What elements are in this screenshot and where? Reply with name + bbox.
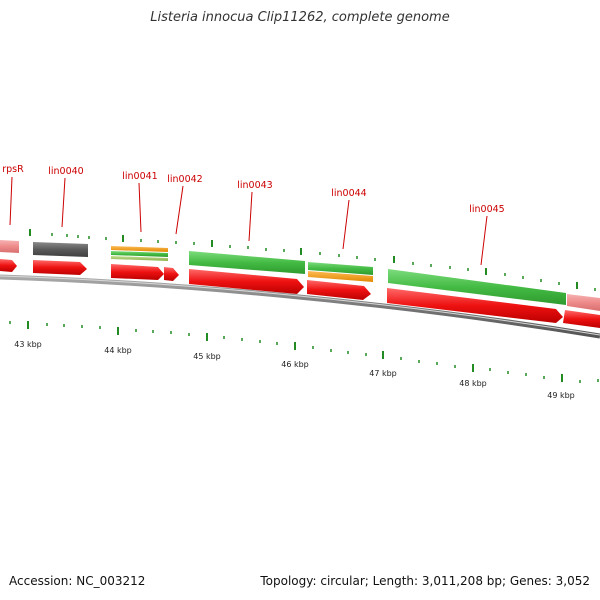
cds-track	[0, 259, 600, 328]
cds-arrow-lin0044[interactable]	[307, 280, 371, 300]
cds-arrow-lin0040[interactable]	[33, 260, 87, 275]
gene-bar-next[interactable]	[567, 294, 600, 311]
scale-label-44kbp: 44 kbp	[104, 346, 132, 355]
gene-bar-lin0043[interactable]	[189, 251, 305, 274]
map-title: Listeria innocua Clip11262, complete gen…	[150, 10, 450, 25]
gene-label-lin0040[interactable]: lin0040	[48, 166, 83, 177]
gene-bar-rpsR[interactable]	[0, 240, 19, 253]
gene-bar-lin0045[interactable]	[388, 269, 566, 305]
cds-arrow-lin0045[interactable]	[387, 288, 563, 323]
scale-label-47kbp: 47 kbp	[369, 369, 397, 378]
cds-arrow-lin0043[interactable]	[189, 269, 304, 294]
gene-bar-lin0041[interactable]	[111, 246, 168, 261]
gene-track	[0, 240, 600, 311]
genome-backbone-highlight	[0, 275, 600, 336]
cds-arrow-next[interactable]	[563, 310, 600, 328]
scale-label-49kbp: 49 kbp	[547, 391, 575, 400]
scale-label-43kbp: 43 kbp	[14, 340, 42, 349]
outer-scale-ticks	[29, 229, 596, 291]
gene-label-lin0045[interactable]: lin0045	[469, 204, 504, 215]
label-leaders	[9, 176, 488, 266]
gene-label-lin0042[interactable]: lin0042	[167, 174, 202, 185]
genome-backbone	[0, 274, 600, 339]
scale-label-48kbp: 48 kbp	[459, 379, 487, 388]
cds-arrow-lin0042[interactable]	[164, 267, 179, 281]
inner-scale-ticks	[9, 321, 599, 383]
scale-label-46kbp: 46 kbp	[281, 360, 309, 369]
accession-text: Accession: NC_003212	[9, 574, 146, 588]
scale-labels: 43 kbp 44 kbp 45 kbp 46 kbp 47 kbp 48 kb…	[14, 340, 575, 400]
gene-labels: rpsR lin0040 lin0041 lin0042 lin0043 lin…	[2, 164, 504, 215]
scale-label-45kbp: 45 kbp	[193, 352, 221, 361]
cds-arrow-lin0041[interactable]	[111, 264, 164, 280]
genome-summary-text: Topology: circular; Length: 3,011,208 bp…	[260, 574, 590, 588]
gene-bar-lin0044[interactable]	[308, 262, 373, 282]
gene-label-lin0041[interactable]: lin0041	[122, 171, 157, 182]
gene-label-lin0044[interactable]: lin0044	[331, 188, 366, 199]
cds-arrow-rpsR[interactable]	[0, 259, 17, 272]
gene-label-rpsR[interactable]: rpsR	[2, 164, 24, 175]
gene-bar-lin0040[interactable]	[33, 242, 88, 257]
gene-label-lin0043[interactable]: lin0043	[237, 180, 272, 191]
